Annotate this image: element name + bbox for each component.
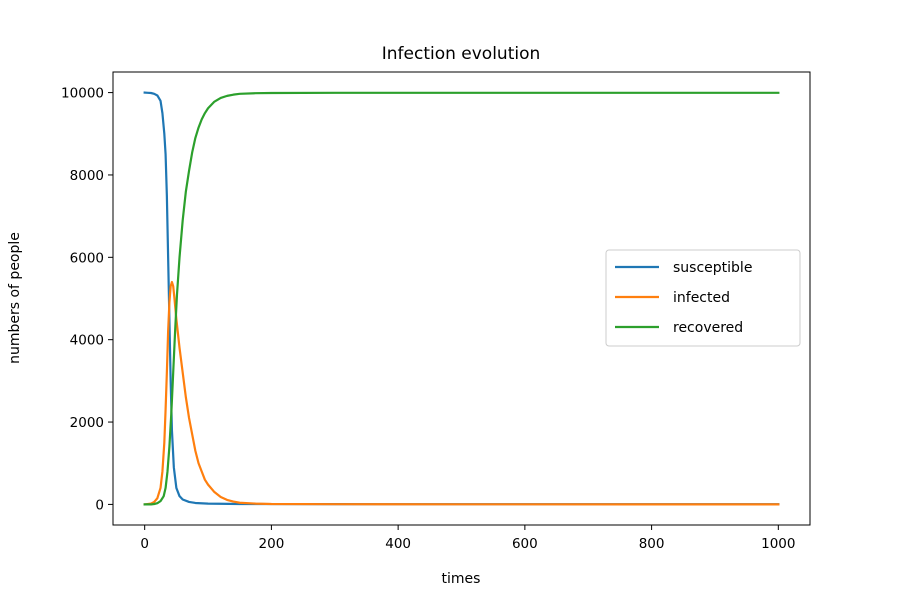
x-tick-label: 1000 (761, 536, 795, 552)
x-tick-label: 800 (639, 536, 665, 552)
y-tick-label: 2000 (70, 415, 104, 431)
legend-label-recovered: recovered (673, 320, 743, 336)
series-line-recovered (143, 91, 780, 506)
y-tick-label: 8000 (70, 168, 104, 184)
x-tick-label: 400 (385, 536, 411, 552)
x-tick-label: 200 (259, 536, 285, 552)
y-axis-label: numbers of people (7, 232, 23, 364)
y-tick-label: 6000 (70, 250, 104, 266)
plot-frame (112, 71, 811, 526)
series-line-infected (143, 280, 780, 506)
y-tick-label: 0 (95, 497, 104, 513)
y-tick-label: 10000 (61, 86, 104, 102)
x-axis-label: times (442, 571, 481, 587)
legend-label-susceptible: susceptible (673, 260, 752, 276)
plot-area (143, 91, 780, 506)
legend-label-infected: infected (673, 290, 730, 306)
x-tick-label: 600 (512, 536, 538, 552)
legend: susceptible infected recovered (605, 249, 801, 347)
chart-title: Infection evolution (382, 44, 541, 64)
x-tick-label: 0 (140, 536, 149, 552)
y-tick-label: 4000 (70, 333, 104, 349)
legend-box (605, 249, 801, 347)
